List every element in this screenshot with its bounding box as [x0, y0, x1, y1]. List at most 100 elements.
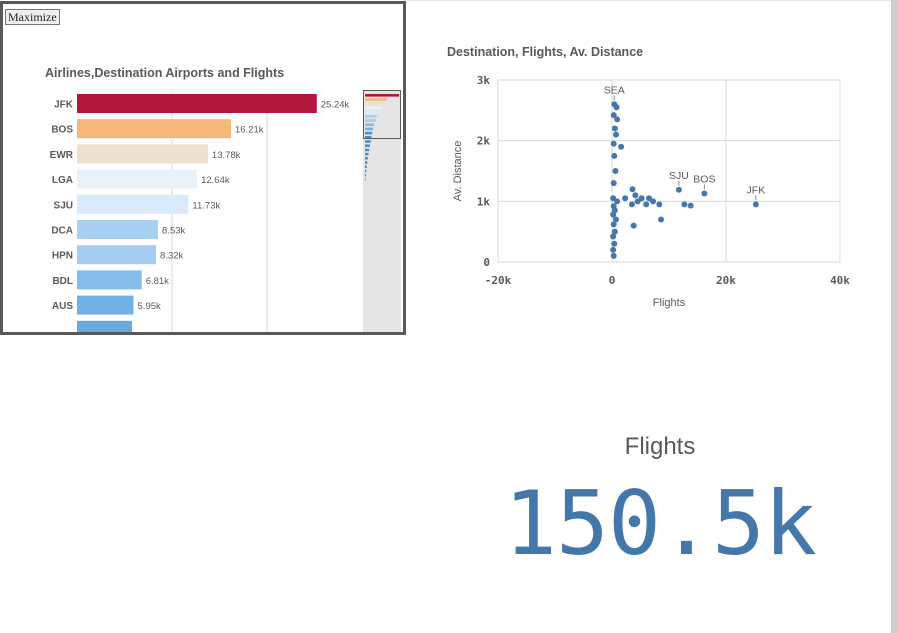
page-scrollbar[interactable] [891, 0, 898, 633]
scatter-point[interactable] [701, 190, 708, 197]
bar[interactable] [77, 144, 208, 164]
scatter-point[interactable] [618, 143, 625, 150]
kpi-label: Flights [624, 433, 696, 460]
scatter-point-label: SJU [669, 170, 689, 182]
bar[interactable] [77, 169, 198, 189]
bar-value-label: 12.64k [201, 175, 230, 186]
scatter-point[interactable] [610, 233, 617, 240]
scatter-point[interactable] [656, 201, 663, 208]
mini-chart-scrollbar[interactable] [363, 90, 401, 332]
bar-value-label: 16.21k [235, 125, 264, 136]
scatter-point[interactable] [611, 240, 618, 247]
scatter-point[interactable] [611, 228, 618, 235]
mini-bar [365, 173, 366, 177]
bar[interactable] [77, 94, 317, 113]
bar-category-label: BOS [51, 125, 73, 136]
scatter-point[interactable] [611, 125, 618, 132]
scatter-point[interactable] [643, 201, 650, 208]
mini-bar [365, 144, 370, 147]
bar-value-label: 8.53k [162, 226, 185, 237]
scatter-point[interactable] [610, 112, 617, 119]
bar-value-label: 25.24k [321, 100, 350, 111]
mini-bar [365, 148, 370, 152]
bar-category-label: BDL [52, 276, 73, 287]
mini-bar [365, 161, 368, 164]
y-tick-label: 1k [477, 195, 491, 208]
scatter-point[interactable] [611, 152, 618, 159]
x-tick-label: 0 [609, 274, 616, 287]
bar[interactable] [77, 194, 189, 214]
scatter-point[interactable] [613, 104, 620, 111]
scatter-point[interactable] [632, 192, 639, 199]
y-tick-label: 0 [483, 256, 490, 269]
mini-bar [365, 140, 371, 143]
scatter-point[interactable] [681, 201, 688, 208]
scatter-point[interactable] [610, 211, 617, 218]
mini-bar [365, 152, 369, 156]
mini-bar [365, 98, 387, 101]
scatter-chart-title: Destination, Flights, Av. Distance [447, 45, 644, 59]
scatter-point[interactable] [638, 195, 645, 202]
scatter-point[interactable] [614, 116, 621, 123]
bar[interactable] [77, 295, 134, 315]
scatter-point[interactable] [687, 202, 694, 209]
mini-bar [365, 119, 377, 122]
scatter-point-label: SEA [604, 84, 625, 96]
scatter-point[interactable] [658, 216, 665, 223]
scatter-point[interactable] [610, 140, 617, 147]
bar-category-label: JFK [54, 100, 74, 111]
mini-bar [365, 131, 373, 135]
mini-bar [365, 115, 377, 118]
bar-chart: JFK 25.24k BOS 16.21k EWR 13.78k LGA 12.64k SJU 1… [50, 92, 350, 334]
scatter-point[interactable] [612, 216, 619, 223]
mini-bar [365, 169, 367, 173]
x-tick-label: 40k [830, 274, 850, 287]
scatter-point[interactable] [629, 186, 636, 193]
x-tick-label: 20k [716, 274, 736, 287]
kpi-value: 150.5k [504, 472, 817, 575]
mini-bar [365, 127, 374, 131]
scatter-point[interactable] [622, 195, 629, 202]
scatter-point[interactable] [610, 252, 617, 259]
bar-partial[interactable] [77, 320, 132, 334]
scatter-point[interactable] [610, 246, 617, 253]
bar-value-label: 8.32k [160, 251, 183, 262]
scatter-point[interactable] [614, 198, 621, 205]
bar-category-label: AUS [52, 301, 73, 312]
scatter-point[interactable] [610, 180, 617, 187]
maximize-button[interactable]: Maximize [5, 9, 60, 25]
scatter-point[interactable] [612, 131, 619, 138]
scatter-point[interactable] [612, 168, 619, 174]
scatter-point[interactable] [630, 222, 637, 229]
scatter-point[interactable] [752, 201, 759, 208]
mini-bar [365, 178, 366, 181]
bar-category-label: DCA [51, 226, 73, 237]
bar-category-label: SJU [54, 200, 73, 211]
mini-chart-overview [365, 94, 400, 181]
mini-bar [365, 106, 383, 110]
mini-chart-viewport-handle[interactable] [363, 90, 401, 139]
scatter-point[interactable] [610, 221, 617, 228]
bar[interactable] [77, 270, 142, 290]
bar[interactable] [77, 220, 159, 239]
bar[interactable] [77, 245, 157, 265]
mini-bar [365, 123, 375, 126]
top-divider [404, 0, 891, 1]
x-tick-label: -20k [485, 274, 512, 287]
bar[interactable] [77, 119, 231, 139]
mini-bar [365, 102, 384, 105]
scatter-point[interactable] [675, 186, 682, 193]
scatter-point[interactable] [650, 198, 657, 205]
bar-chart-panel[interactable]: Maximize Airlines,Destination Airports a… [0, 1, 406, 335]
y-tick-label: 3k [477, 74, 491, 87]
scatter-point[interactable] [628, 201, 635, 208]
mini-bar [365, 136, 372, 139]
bar-category-label: EWR [50, 150, 74, 161]
x-axis-label: Flights [653, 297, 686, 309]
bar-value-label: 11.73k [192, 200, 220, 211]
mini-bar [365, 165, 367, 168]
bar-category-label: HPN [52, 251, 73, 262]
scatter-point-label: BOS [693, 173, 715, 185]
bar-chart-title: Airlines,Destination Airports and Flight… [45, 66, 285, 80]
mini-bar [365, 157, 368, 160]
